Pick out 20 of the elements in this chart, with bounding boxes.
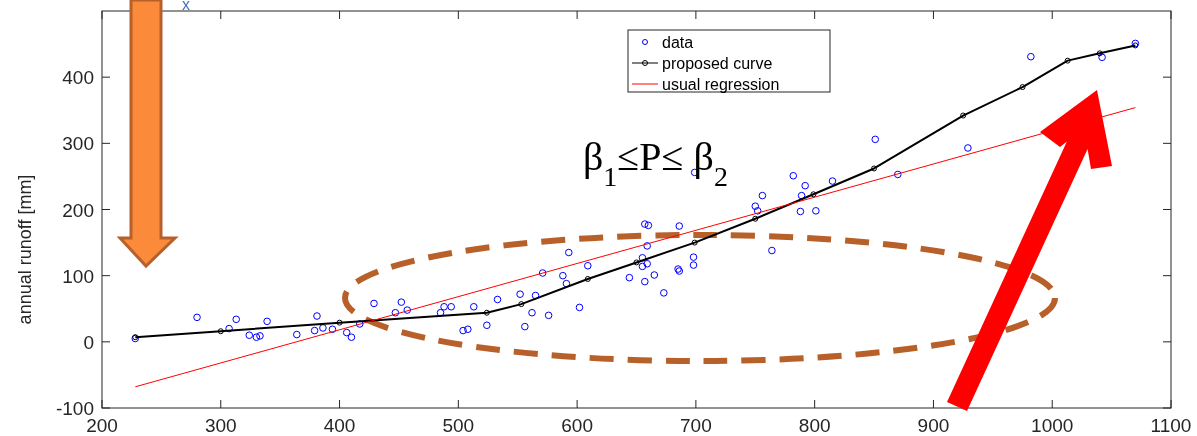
x-tick-label: 1000 — [1031, 415, 1074, 436]
x-tick-label: 700 — [680, 415, 712, 436]
legend-label: usual regression — [662, 76, 780, 93]
x-tick-label: 500 — [442, 415, 475, 436]
legend-label: proposed curve — [662, 55, 773, 72]
x-tick-label: 1100 — [1150, 415, 1192, 436]
y-tick-label: 400 — [62, 67, 94, 89]
annotation: β$_{1}$≤P≤ β$_{2}$ — [583, 134, 728, 192]
y-tick-label: 100 — [62, 265, 94, 287]
annotation: x — [182, 0, 190, 13]
x-tick-label: 800 — [798, 415, 831, 436]
x-tick-label: 300 — [204, 415, 237, 436]
y-tick-label: 0 — [83, 331, 94, 353]
legend-label: data — [662, 34, 694, 51]
x-tick-label: 600 — [561, 415, 593, 436]
y-tick-label: 200 — [62, 199, 94, 221]
x-tick-label: 900 — [917, 415, 950, 436]
y-tick-label: 300 — [62, 133, 94, 155]
x-tick-label: 400 — [323, 415, 356, 436]
y-axis-title: annual runoff [mm] — [15, 174, 35, 325]
